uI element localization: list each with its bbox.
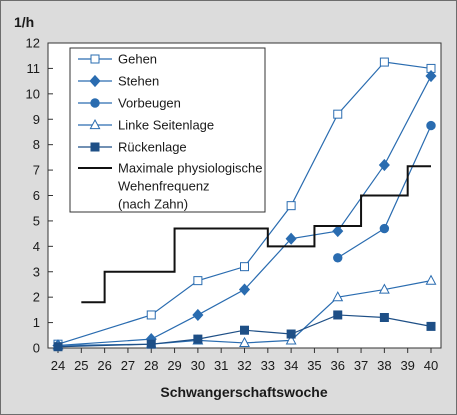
y-tick-label: 5 (33, 213, 40, 228)
series-line (57, 75, 432, 347)
x-tick-label: 38 (377, 358, 391, 373)
x-tick-label: 33 (261, 358, 275, 373)
x-tick-label: 37 (354, 358, 368, 373)
point-marker (379, 313, 389, 322)
point-marker (193, 334, 203, 344)
point-marker (425, 274, 437, 285)
legend-box (69, 47, 266, 213)
point-marker (192, 308, 204, 322)
point-marker (333, 253, 343, 263)
y-axis-title: 1/h (14, 14, 34, 30)
point-marker (286, 329, 296, 339)
legend-label: Maximale physiologische (118, 161, 263, 176)
point-marker (146, 310, 156, 320)
point-marker (146, 339, 156, 349)
y-tick-label: 9 (33, 112, 40, 127)
legend-item: Rückenlage (78, 140, 187, 155)
point-marker (89, 118, 101, 130)
y-tick-label: 3 (33, 264, 40, 279)
point-marker (333, 310, 343, 320)
series-2 (333, 120, 436, 263)
point-marker (379, 57, 389, 67)
x-tick-label: 27 (121, 358, 135, 373)
point-marker (90, 142, 100, 152)
point-marker (285, 334, 297, 345)
y-tick-label: 2 (33, 290, 40, 305)
y-tick-label: 0 (33, 341, 40, 356)
series-4 (53, 310, 436, 352)
y-tick-label: 7 (33, 163, 40, 178)
series-line (57, 314, 432, 348)
legend-label: Linke Seitenlage (118, 118, 214, 133)
x-tick-label: 26 (97, 358, 111, 373)
point-marker (239, 336, 250, 348)
point-marker (53, 342, 63, 352)
legend-label: Stehen (118, 74, 159, 89)
point-marker (286, 201, 296, 211)
point-marker (238, 283, 251, 296)
point-marker (90, 54, 100, 64)
y-tick-label: 10 (26, 86, 40, 101)
y-tick-label: 8 (33, 137, 40, 152)
point-marker (332, 224, 344, 238)
point-marker (425, 69, 437, 83)
point-marker (378, 158, 390, 172)
x-tick-label: 31 (214, 358, 228, 373)
x-tick-label: 34 (284, 358, 298, 373)
point-marker (89, 74, 101, 88)
x-tick-label: 39 (400, 358, 414, 373)
legend-item: Linke Seitenlage (78, 118, 214, 133)
x-tick-label: 32 (237, 358, 251, 373)
point-marker (285, 232, 297, 245)
point-marker (426, 120, 436, 131)
y-tick-label: 11 (27, 61, 41, 76)
x-tick-label: 28 (144, 358, 158, 373)
x-tick-label: 30 (191, 358, 205, 373)
y-tick-label: 6 (33, 188, 40, 203)
legend-item: Vorbeugen (78, 96, 181, 111)
x-tick-label: 40 (424, 358, 438, 373)
x-tick-label: 35 (307, 358, 321, 373)
legend-label: (nach Zahn) (118, 197, 188, 212)
point-marker (193, 276, 203, 286)
x-tick-label: 25 (74, 358, 88, 373)
legend-label: Rückenlage (118, 140, 187, 155)
point-marker (426, 321, 436, 331)
point-marker (90, 98, 100, 108)
point-marker (240, 262, 249, 272)
point-marker (333, 109, 343, 119)
step-line (81, 165, 431, 304)
series-1 (52, 69, 437, 352)
point-marker (240, 325, 249, 335)
legend-label: Vorbeugen (118, 96, 181, 111)
y-tick-label: 1 (33, 315, 40, 330)
legend-item: Stehen (78, 74, 159, 89)
point-marker (379, 223, 390, 234)
legend-label: Gehen (118, 52, 157, 67)
series-5 (81, 165, 431, 304)
legend-item: Gehen (78, 52, 157, 67)
legend-label: Wehenfrequenz (118, 179, 210, 194)
y-tick-label: 4 (33, 239, 40, 254)
x-tick-label: 36 (331, 358, 345, 373)
point-marker (378, 283, 390, 294)
legend-item: Maximale physiologische Wehenfrequenz (nac… (78, 161, 263, 212)
x-tick-label: 24 (51, 358, 65, 373)
x-axis-title: Schwangerschaftswoche (160, 384, 327, 400)
y-tick-label: 12 (26, 36, 40, 51)
point-marker (332, 291, 344, 302)
x-tick-label: 29 (167, 358, 181, 373)
